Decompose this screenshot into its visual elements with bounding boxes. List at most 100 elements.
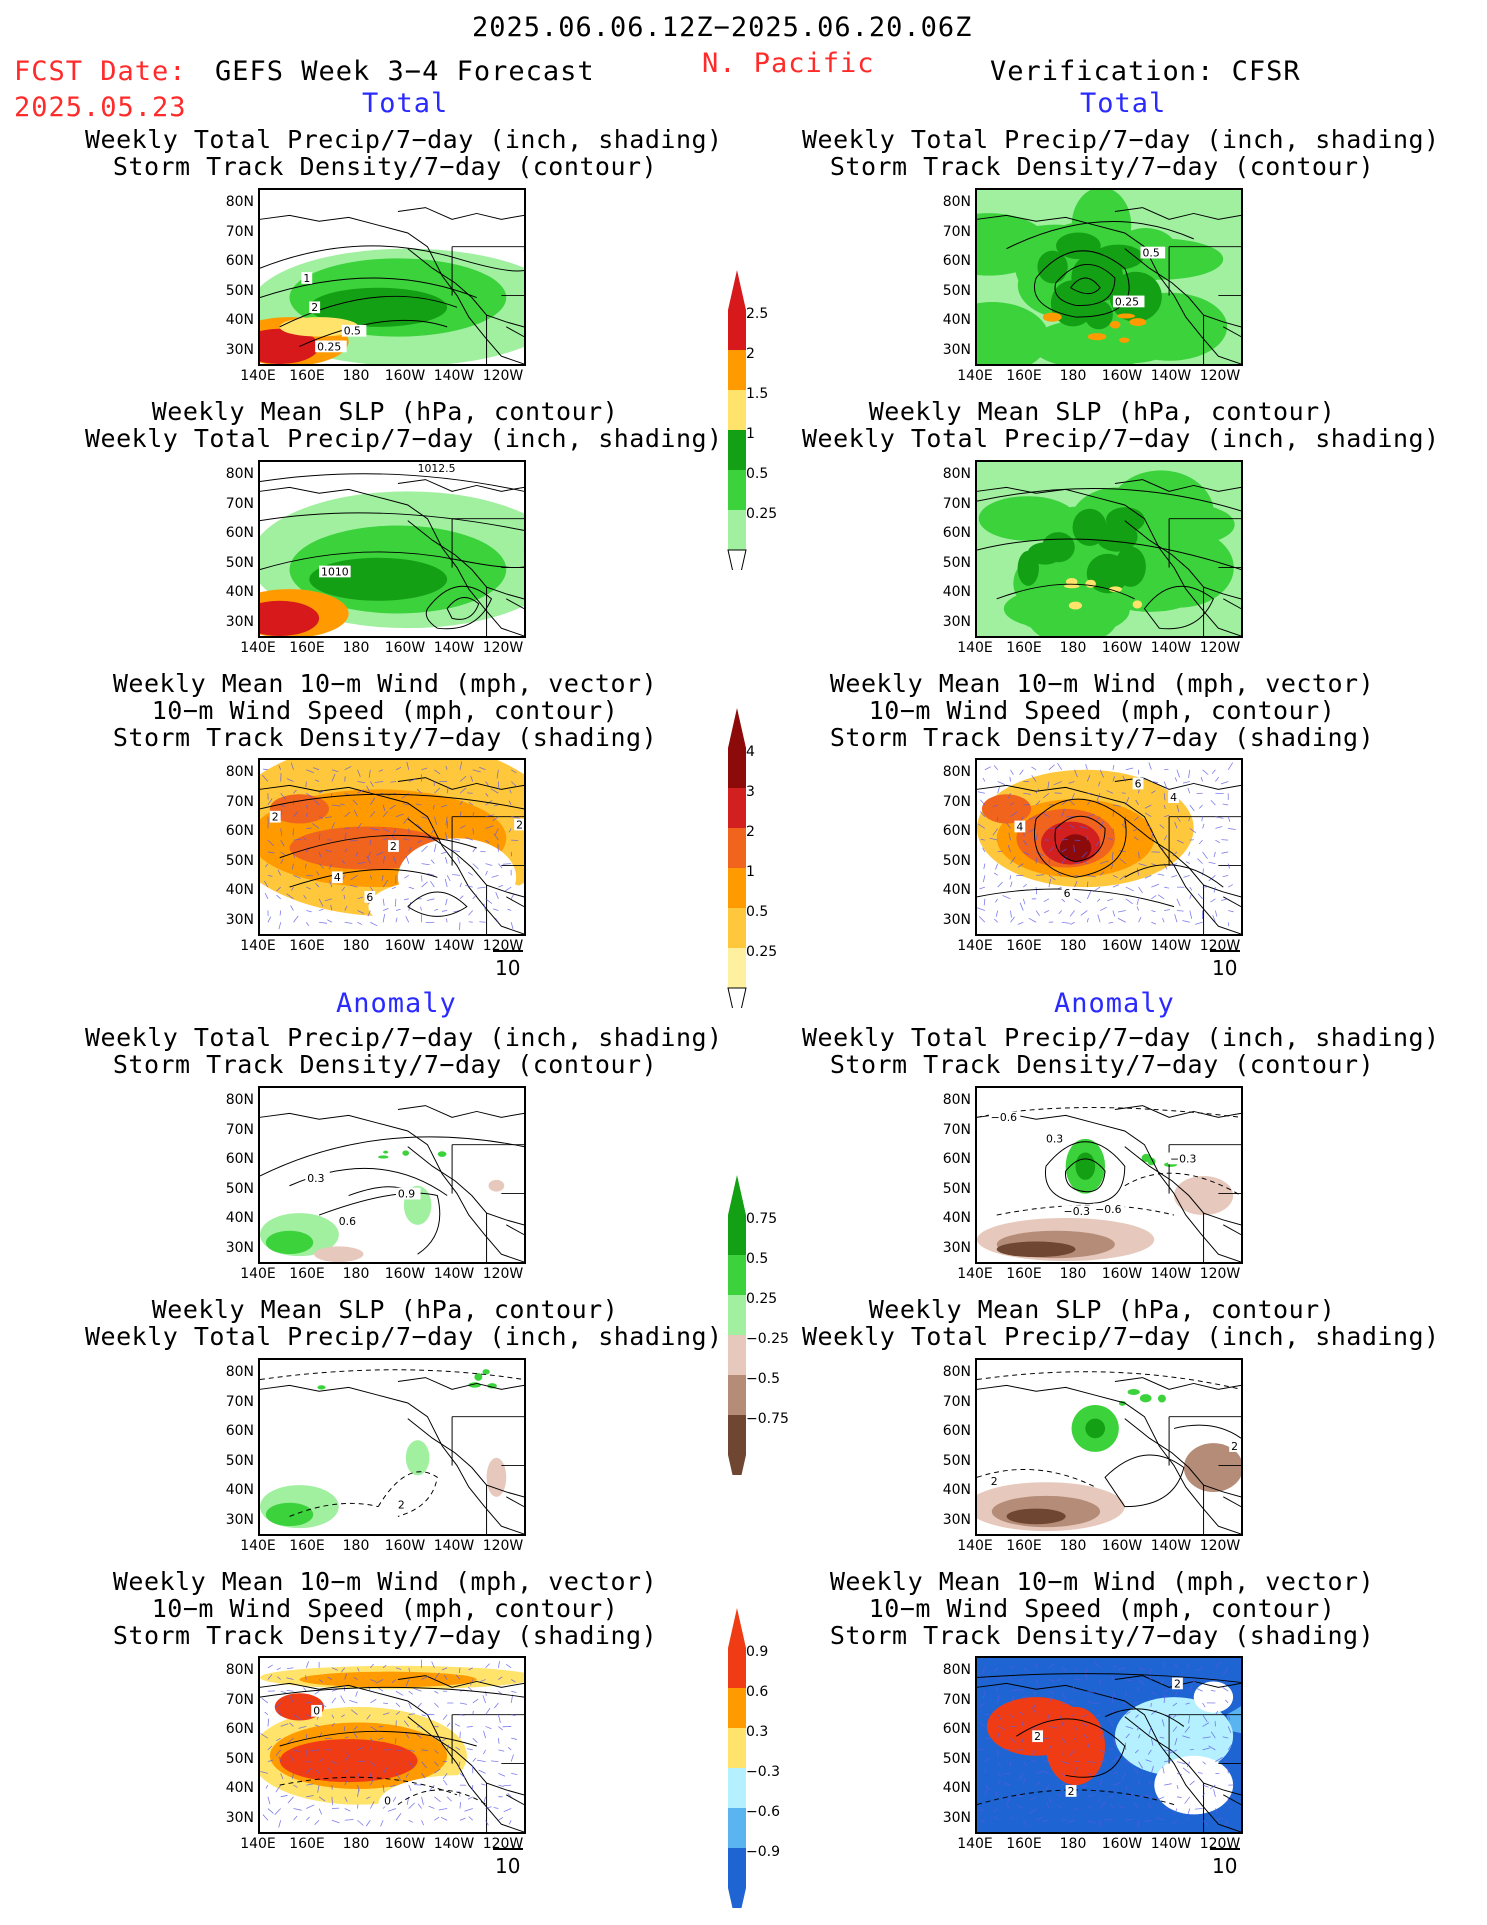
lon-tick-label: 120W [1199, 368, 1241, 384]
lon-tick-label: 160W [1101, 1836, 1143, 1852]
contour-label-bg [1168, 1152, 1200, 1165]
contour-label: 4 [1016, 820, 1023, 833]
lat-tick-label: 30N [942, 613, 971, 630]
colorbar-segment [728, 828, 746, 868]
lat-tick-label: 30N [225, 1511, 254, 1528]
lat-tick-label: 80N [942, 764, 971, 780]
lat-tick-label: 50N [225, 1452, 254, 1469]
contour-label: 2 [311, 301, 318, 314]
contour-label: 0.5 [344, 325, 361, 338]
lon-tick-label: 160W [384, 938, 426, 954]
contour-label-bg [1229, 1440, 1241, 1452]
colorbar-label: 1.5 [746, 386, 769, 402]
lat-tick-label: 60N [942, 1151, 971, 1167]
lon-tick-label: 180 [342, 1836, 370, 1852]
coastline [260, 207, 524, 364]
lat-tick-label: 70N [225, 1393, 254, 1410]
coastline [977, 207, 1241, 364]
lon-tick-label: 140W [1150, 1538, 1192, 1554]
lon-tick-label: 140E [240, 640, 276, 656]
colorbar-label: 0.75 [746, 1211, 778, 1227]
lon-tick-label: 140E [957, 1836, 993, 1852]
map-frame: 0.5 0.25 [975, 188, 1243, 366]
lon-tick-label: 180 [1059, 368, 1087, 384]
contour-label-bg [336, 1215, 362, 1227]
colorbar-label: 0.5 [746, 904, 769, 920]
section-anomaly-left: Anomaly [336, 988, 457, 1019]
lon-tick-label: 180 [1059, 640, 1087, 656]
lon-tick-label: 160W [1101, 938, 1143, 954]
lat-tick-label: 50N [225, 1180, 254, 1197]
panel-title-line: Weekly Total Precip/7−day (inch, shading… [85, 125, 723, 154]
shading [977, 462, 1241, 636]
lon-tick-label: 120W [482, 368, 524, 384]
colorbar-label: 1 [746, 864, 755, 880]
shading [260, 491, 524, 636]
lat-tick-label: 60N [225, 1151, 254, 1167]
lat-tick-label: 40N [225, 1210, 254, 1226]
lat-tick-label: 70N [225, 1691, 254, 1708]
lat-tick-label: 70N [225, 1121, 254, 1138]
wind-vectors [262, 761, 520, 931]
contour-label: 0.3 [307, 1172, 324, 1185]
lat-tick-label: 60N [942, 1721, 971, 1737]
contour-label: −0.6 [1095, 1203, 1121, 1216]
panel-title-line: Weekly Mean SLP (hPa, contour) [868, 1295, 1336, 1324]
lat-tick-label: 40N [942, 1482, 971, 1498]
contour-label-bg [1043, 1132, 1069, 1145]
panel-title-line: 10−m Wind Speed (mph, contour) [151, 1594, 619, 1623]
contour-label-bg [382, 1794, 393, 1807]
contours [260, 245, 524, 347]
colorbar-top-arrow [728, 270, 746, 310]
contour-label-bg [514, 818, 524, 831]
lat-tick-label: 50N [225, 852, 254, 869]
colorbar-label: 0.6 [746, 1684, 769, 1700]
contour-label: 4 [334, 871, 341, 884]
section-total-left: Total [362, 88, 449, 119]
lon-tick-label: 160W [384, 640, 426, 656]
lon-tick-label: 140E [957, 368, 993, 384]
colorbar-label: −0.5 [746, 1371, 780, 1387]
vector-reference-arrow [1210, 1848, 1240, 1850]
fcst-date-label: FCST Date: [14, 56, 187, 87]
contour-label-bg [311, 1704, 323, 1717]
contour-label: 2 [272, 811, 279, 824]
vector-reference-value: 10 [1212, 1854, 1238, 1878]
lat-tick-label: 80N [942, 1092, 971, 1108]
lon-tick-label: 140E [957, 640, 993, 656]
lat-tick-label: 50N [942, 282, 971, 299]
contour-label-bg [319, 565, 351, 578]
colorbar-segment [728, 1375, 746, 1415]
lon-tick-label: 140E [240, 938, 276, 954]
lat-tick-label: 40N [225, 882, 254, 898]
contour-label: 0.25 [1115, 295, 1139, 308]
lat-tick-label: 30N [225, 911, 254, 928]
shading [977, 1658, 1241, 1832]
panel-title-line: Storm Track Density/7−day (contour) [829, 152, 1375, 181]
contour-label-bg [1065, 1785, 1077, 1797]
colorbar-label: −0.6 [746, 1804, 780, 1820]
lat-tick-label: 60N [942, 1423, 971, 1439]
lon-tick-label: 180 [1059, 1266, 1087, 1282]
lon-tick-label: 140W [1150, 1836, 1192, 1852]
lon-tick-label: 120W [1199, 640, 1241, 656]
lat-tick-label: 40N [942, 584, 971, 600]
lat-tick-label: 50N [225, 282, 254, 299]
panel-title-line: Weekly Mean SLP (hPa, contour) [868, 397, 1336, 426]
lon-tick-label: 140E [240, 1538, 276, 1554]
colorbar-label: −0.75 [746, 1411, 789, 1427]
colorbar-segment [728, 1335, 746, 1375]
contours [260, 473, 524, 630]
lon-tick-label: 140W [1150, 938, 1192, 954]
lon-tick-label: 140E [240, 1836, 276, 1852]
contour-label-bg [315, 340, 347, 353]
lat-tick-label: 50N [225, 554, 254, 571]
panel-title-line: Weekly Total Precip/7−day (inch, shading… [85, 1322, 723, 1351]
contour-label: 6 [366, 891, 373, 904]
panel-title-line: Weekly Total Precip/7−day (inch, shading… [802, 125, 1440, 154]
colorbar-label: 2.5 [746, 306, 769, 322]
panel-title-line: Storm Track Density/7−day (shading) [112, 723, 658, 752]
lon-tick-label: 160W [1101, 640, 1143, 656]
coastline [977, 1377, 1241, 1534]
